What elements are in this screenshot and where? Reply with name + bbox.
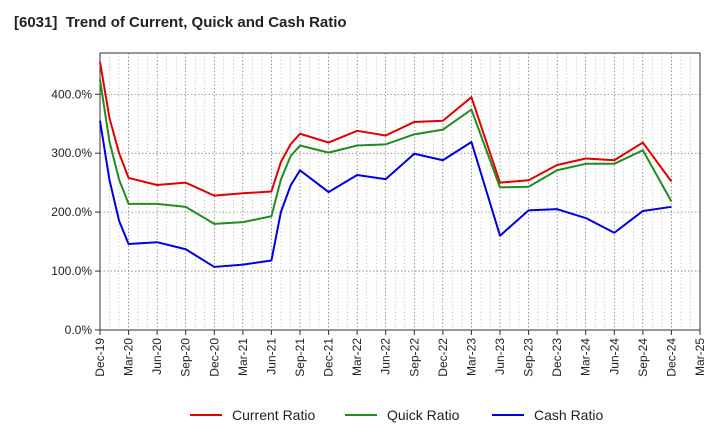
chart-title: [6031] Trend of Current, Quick and Cash … bbox=[14, 14, 347, 31]
y-tick-label: 0.0% bbox=[65, 323, 93, 337]
x-tick-label: Mar-22 bbox=[350, 338, 364, 376]
legend-label-quick-ratio: Quick Ratio bbox=[387, 407, 460, 423]
x-tick-label: Mar-21 bbox=[236, 338, 250, 376]
x-tick-label: Jun-24 bbox=[607, 338, 621, 375]
y-axis-ticks: 0.0% 100.0% 200.0% 300.0% 400.0% bbox=[51, 87, 100, 337]
x-tick-label: Sep-22 bbox=[407, 338, 421, 377]
x-tick-label: Dec-23 bbox=[550, 338, 564, 377]
legend-label-cash-ratio: Cash Ratio bbox=[534, 407, 603, 423]
y-tick-label: 200.0% bbox=[51, 205, 92, 219]
x-tick-label: Dec-21 bbox=[322, 338, 336, 377]
x-tick-label: Dec-24 bbox=[664, 338, 678, 377]
legend: Current Ratio Quick Ratio Cash Ratio bbox=[190, 407, 603, 423]
series-line-quick-ratio bbox=[99, 79, 673, 225]
legend-label-current-ratio: Current Ratio bbox=[232, 407, 315, 423]
grid bbox=[99, 53, 701, 331]
plot-area-frame bbox=[99, 52, 701, 331]
y-tick-label: 400.0% bbox=[51, 87, 92, 101]
x-tick-label: Jun-22 bbox=[379, 338, 393, 375]
y-tick-label: 100.0% bbox=[51, 264, 92, 278]
series-line-cash-ratio bbox=[99, 120, 672, 268]
x-tick-label: Jun-21 bbox=[264, 338, 278, 375]
y-tick-label: 300.0% bbox=[51, 146, 92, 160]
x-tick-label: Mar-23 bbox=[464, 338, 478, 376]
x-tick-label: Sep-23 bbox=[522, 338, 536, 377]
x-axis-ticks: Dec-19 Mar-20 Jun-20 Sep-20 Dec-20 Mar-21 Jun-… bbox=[93, 330, 707, 377]
x-tick-label: Mar-25 bbox=[693, 338, 707, 376]
x-tick-label: Dec-19 bbox=[93, 338, 107, 377]
x-tick-label: Mar-20 bbox=[122, 338, 136, 376]
x-tick-label: Dec-22 bbox=[436, 338, 450, 377]
series-line-current-ratio bbox=[99, 61, 673, 197]
x-tick-label: Jun-20 bbox=[150, 338, 164, 375]
series-lines bbox=[99, 61, 673, 268]
x-tick-label: Sep-20 bbox=[179, 338, 193, 377]
x-tick-label: Sep-24 bbox=[636, 338, 650, 377]
x-tick-label: Dec-20 bbox=[207, 338, 221, 377]
x-tick-label: Sep-21 bbox=[293, 338, 307, 377]
x-tick-label: Jun-23 bbox=[493, 338, 507, 375]
x-tick-label: Mar-24 bbox=[579, 338, 593, 376]
